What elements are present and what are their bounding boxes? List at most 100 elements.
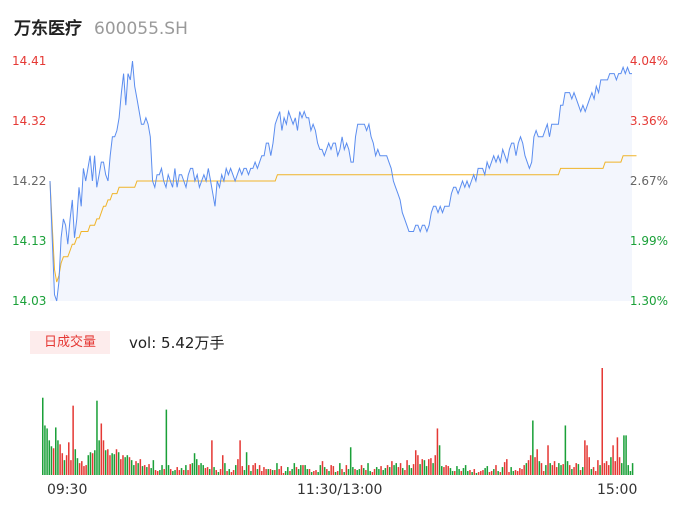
volume-bar: [373, 469, 376, 475]
volume-bar: [467, 471, 469, 475]
volume-bar: [317, 472, 319, 475]
volume-bar: [525, 463, 528, 475]
volume-bar: [113, 454, 116, 475]
volume-bar: [508, 472, 510, 475]
volume-bar: [44, 425, 46, 475]
volume-bar: [61, 453, 64, 475]
volume-bar: [581, 467, 584, 475]
volume-bar: [534, 457, 536, 475]
volume-bar: [191, 463, 194, 475]
pct-tick-2: 3.36%: [629, 114, 668, 128]
volume-bar: [558, 463, 560, 475]
volume-bar: [46, 428, 48, 475]
volume-bar: [254, 463, 257, 475]
volume-bar: [395, 463, 397, 475]
volume-bar: [421, 459, 424, 475]
volume-bar: [232, 470, 235, 475]
volume-bar: [564, 425, 567, 475]
volume-bar: [256, 469, 259, 475]
volume-bar: [313, 471, 315, 475]
volume-bar: [347, 469, 350, 475]
volume-bar: [501, 467, 504, 475]
volume-bar: [156, 471, 159, 475]
volume-bar: [412, 464, 415, 475]
volume-bar: [480, 471, 482, 475]
volume-bar: [304, 465, 306, 475]
volume-bar: [438, 445, 441, 475]
volume-bar: [195, 459, 198, 475]
volume-bar: [334, 472, 337, 475]
volume-bar: [592, 467, 595, 475]
volume-bar: [454, 471, 456, 475]
volume-bar: [267, 469, 270, 475]
volume-bar: [245, 452, 248, 475]
volume-bar: [549, 463, 551, 475]
volume-bar: [488, 472, 491, 475]
volume-bar: [269, 469, 272, 475]
volume-bar: [146, 467, 148, 475]
volume-bars: [42, 368, 634, 475]
volume-bar: [447, 466, 450, 475]
volume-bar: [527, 460, 530, 475]
volume-bar: [291, 469, 293, 475]
time-label-close: 15:00: [597, 482, 638, 498]
volume-bar: [456, 466, 458, 475]
volume-bar: [607, 465, 610, 475]
volume-bar: [274, 470, 276, 475]
volume-bar: [473, 469, 476, 475]
volume-bar: [406, 460, 408, 475]
volume-bar: [404, 470, 406, 475]
volume-bar: [547, 445, 549, 475]
volume-bar: [349, 447, 352, 475]
volume-bar: [96, 400, 98, 475]
volume-bar: [551, 465, 554, 475]
volume-bar: [568, 465, 571, 475]
volume-bar: [124, 457, 126, 475]
volume-bar: [523, 465, 525, 475]
volume-bar: [122, 455, 124, 475]
volume-bar: [70, 460, 72, 475]
volume-bar: [278, 469, 280, 475]
volume-bar: [352, 467, 354, 475]
volume-bar: [625, 435, 627, 475]
volume-bar: [560, 465, 562, 475]
average-price-line: [49, 155, 637, 283]
volume-bar: [362, 468, 365, 475]
volume-bar: [221, 455, 224, 475]
volume-bar: [486, 466, 489, 475]
volume-bar: [360, 465, 363, 475]
volume-bar: [386, 465, 389, 475]
volume-bar: [627, 465, 630, 475]
volume-bar: [258, 465, 261, 475]
volume-bar: [499, 472, 502, 475]
volume-bar: [369, 471, 371, 475]
volume-bar: [577, 464, 580, 475]
volume-bar: [612, 445, 614, 475]
price-tick-1: 14.41: [12, 54, 47, 68]
volume-bar: [458, 469, 460, 475]
volume-bar: [497, 471, 499, 475]
volume-bar: [59, 444, 61, 475]
stock-name: 万东医疗: [14, 19, 82, 39]
volume-bar: [85, 465, 87, 475]
volume-bar: [579, 470, 582, 475]
volume-tab[interactable]: 日成交量: [30, 331, 110, 354]
volume-bar: [83, 466, 85, 475]
volume-bar: [228, 469, 231, 475]
volume-bar: [117, 452, 120, 475]
volume-bar: [423, 460, 426, 475]
volume-bar: [248, 465, 250, 475]
volume-bar: [614, 461, 616, 475]
volume-bar: [477, 472, 480, 475]
volume-bar: [72, 405, 74, 475]
volume-bar: [130, 460, 133, 475]
volume-bar: [506, 459, 508, 475]
volume-bar: [263, 467, 265, 475]
volume-bar: [469, 470, 471, 475]
volume-bar: [154, 470, 157, 475]
volume-bar: [287, 467, 289, 475]
volume-bar: [241, 466, 244, 475]
volume-bar: [100, 423, 103, 475]
volume-bar: [302, 465, 304, 475]
volume-bar: [536, 449, 538, 475]
